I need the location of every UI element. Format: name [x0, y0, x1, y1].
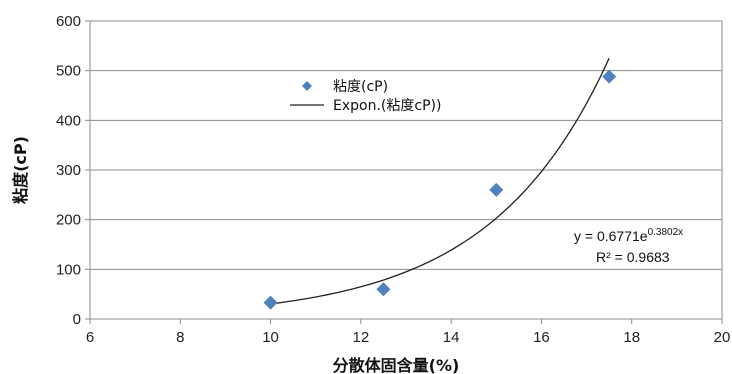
legend-label-series: 粘度(cP) — [333, 79, 388, 95]
data-point — [602, 69, 617, 84]
axes — [85, 20, 723, 324]
equation-prefix: y = 0.6771e — [574, 228, 648, 244]
legend-label-trendline: Expon.(粘度cP)) — [333, 98, 441, 114]
x-tick-label-10: 10 — [262, 329, 279, 346]
y-tick-label-100: 100 — [56, 261, 81, 278]
x-tick-label-8: 8 — [176, 329, 184, 346]
x-tick-label-16: 16 — [533, 329, 550, 346]
trendline-equation: y = 0.6771e0.3802x R² = 0.9683 — [574, 227, 683, 265]
equation-text: y = 0.6771e0.3802x — [574, 227, 683, 244]
x-tick-label-14: 14 — [443, 329, 460, 346]
x-tick-label-18: 18 — [623, 329, 640, 346]
y-tick-label-500: 500 — [56, 63, 81, 80]
x-axis-title: 分散体固含量(%) — [333, 356, 460, 374]
legend: 粘度(cP) Expon.(粘度cP)) — [290, 79, 441, 114]
trendline-layer — [270, 57, 610, 305]
x-tick-label-12: 12 — [353, 329, 370, 346]
data-points — [263, 69, 617, 310]
y-tick-label-200: 200 — [56, 212, 81, 229]
y-tick-label-300: 300 — [56, 162, 81, 179]
y-tick-label-400: 400 — [56, 112, 81, 129]
tick-labels: 0 100 200 300 400 500 600 6 8 10 12 14 16 18 20 — [56, 13, 730, 346]
legend-marker-diamond — [302, 81, 312, 91]
r-squared-text: R² = 0.9683 — [596, 249, 670, 265]
y-axis-title: 粘度(cP) — [11, 136, 30, 204]
data-point — [489, 182, 504, 197]
equation-exponent: 0.3802x — [648, 227, 684, 238]
y-tick-label-0: 0 — [73, 311, 81, 328]
y-tick-label-600: 600 — [56, 13, 81, 30]
data-point — [376, 282, 391, 297]
x-tick-label-20: 20 — [714, 329, 731, 346]
data-point — [263, 295, 278, 310]
grid-lines — [90, 20, 722, 270]
x-tick-label-6: 6 — [86, 329, 94, 346]
trendline-curve — [270, 57, 610, 305]
